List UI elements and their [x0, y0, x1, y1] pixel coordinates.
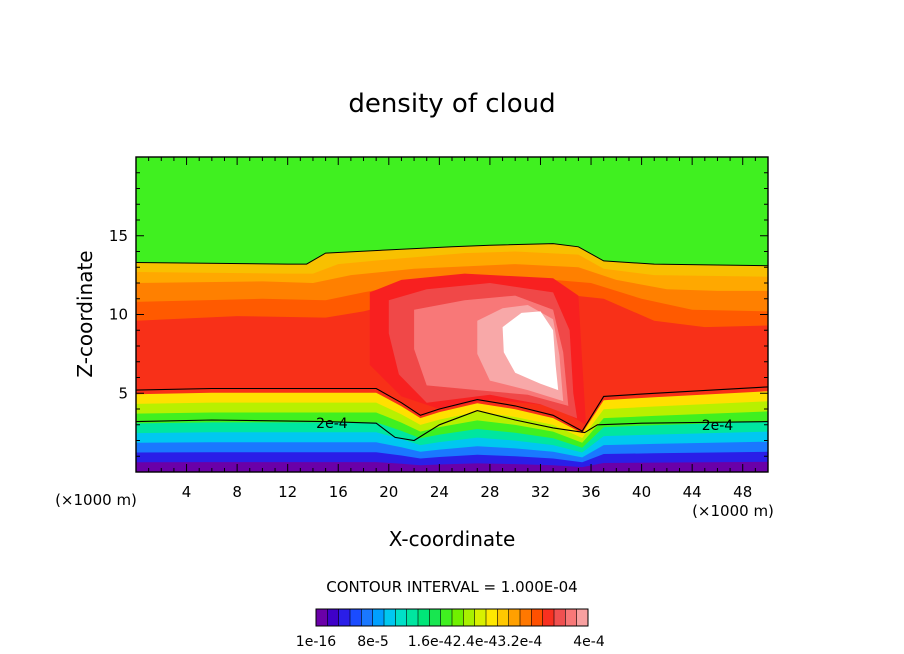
colorbar-swatch — [327, 609, 339, 626]
colorbar-swatch — [531, 609, 543, 626]
contour-label: 2e-4 — [702, 418, 734, 434]
core-bands — [369, 273, 586, 425]
colorbar-swatch — [350, 609, 362, 626]
lower-bands — [136, 391, 768, 472]
colorbar — [315, 608, 589, 627]
x-unit-right: (×1000 m) — [692, 502, 774, 520]
colorbar-swatch — [554, 609, 566, 626]
x-tick-label: 12 — [278, 483, 297, 501]
colorbar-swatch — [338, 609, 351, 626]
colorbar-swatch — [384, 609, 396, 626]
y-tick-label: 5 — [118, 384, 128, 402]
y-tick-label: 15 — [109, 227, 128, 245]
x-tick-label: 40 — [632, 483, 651, 501]
x-tick-label: 28 — [480, 483, 499, 501]
colorbar-swatch — [542, 609, 555, 626]
y-axis: 5 10 15 — [109, 172, 768, 457]
x-tick-label: 48 — [733, 483, 752, 501]
x-tick-label: 24 — [430, 483, 449, 501]
core-band-4e-4 — [502, 311, 559, 391]
chart-title: density of cloud — [348, 89, 555, 119]
contour-label: 2e-4 — [316, 416, 348, 432]
x-tick-label: 32 — [531, 483, 550, 501]
colorbar-swatch — [372, 609, 385, 626]
x-tick-label: 8 — [232, 483, 242, 501]
colorbar-label: 4e-4 — [573, 634, 605, 650]
x-unit-left: (×1000 m) — [55, 491, 137, 509]
contour-line-inner — [136, 410, 768, 442]
colorbar-swatch — [565, 609, 577, 626]
colorbar-label: 1e-16 — [296, 634, 336, 650]
x-tick-label: 36 — [581, 483, 600, 501]
colorbar-swatch — [395, 609, 407, 626]
colorbar-swatch — [497, 609, 509, 626]
x-tick-label: 20 — [379, 483, 398, 501]
x-tick-label: 16 — [329, 483, 348, 501]
contour-interval-text: CONTOUR INTERVAL = 1.000E-04 — [326, 578, 577, 596]
colorbar-swatch — [463, 609, 475, 626]
colorbar-label: 8e-5 — [357, 634, 388, 650]
x-tick-label: 44 — [683, 483, 702, 501]
contour-line-upper — [136, 243, 768, 267]
plot-area — [136, 157, 768, 472]
colorbar-swatch — [418, 609, 430, 626]
y-axis-label: Z-coordinate — [73, 250, 97, 377]
lower-band-7 — [136, 461, 768, 472]
colorbar-swatch — [406, 609, 419, 626]
colorbar-swatch — [486, 609, 498, 626]
colorbar-swatch — [508, 609, 521, 626]
y-tick-label: 10 — [109, 306, 128, 324]
colorbar-label: 1.6e-42.4e-43.2e-4 — [408, 634, 543, 650]
colorbar-swatch — [361, 609, 373, 626]
x-axis: 4 8 12 16 20 24 28 32 36 40 44 48 — [148, 157, 756, 501]
colorbar-frame — [315, 608, 589, 627]
colorbar-swatch — [452, 609, 464, 626]
colorbar-labels: 1e-16 8e-5 1.6e-42.4e-43.2e-4 4e-4 — [296, 634, 605, 650]
x-tick-label: 4 — [182, 483, 192, 501]
colorbar-swatch — [474, 609, 487, 626]
colorbar-swatch — [440, 609, 453, 626]
colorbar-swatch — [316, 609, 328, 626]
contour-labels: 2e-4 2e-4 — [316, 416, 733, 434]
contour-lines — [136, 243, 768, 442]
contour-line-2e-4-lower — [136, 386, 768, 432]
colorbar-swatch — [429, 609, 441, 626]
colorbar-swatch — [576, 609, 589, 626]
x-axis-label: X-coordinate — [389, 527, 516, 551]
colorbar-swatch — [520, 609, 532, 626]
